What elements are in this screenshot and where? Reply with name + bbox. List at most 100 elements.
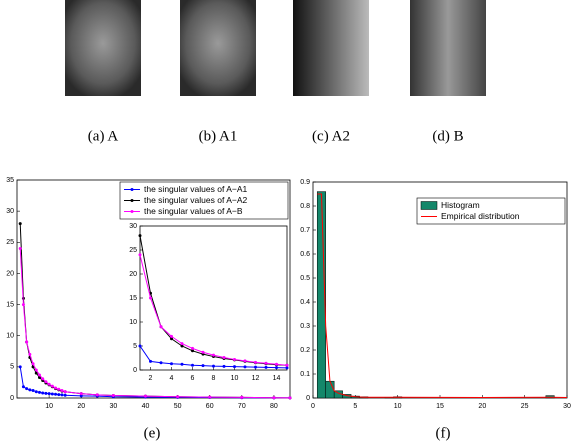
- marker: [243, 365, 247, 369]
- marker: [57, 393, 61, 397]
- histogram-bar: [325, 380, 335, 399]
- caption: (b) A1: [199, 128, 238, 144]
- y-tick-label: 30: [129, 223, 137, 230]
- marker: [41, 377, 45, 381]
- y-tick-label: 0: [306, 395, 310, 402]
- marker: [275, 366, 278, 370]
- marker: [272, 396, 276, 400]
- marker: [34, 368, 38, 372]
- legend-label: the singular values of A−A1: [144, 184, 248, 194]
- series-line: [317, 193, 568, 399]
- legend-label: the singular values of A−B: [144, 206, 243, 216]
- x-tick-label: 50: [174, 403, 182, 410]
- marker: [37, 375, 41, 379]
- marker: [201, 350, 205, 354]
- marker: [79, 392, 83, 396]
- marker: [180, 342, 184, 346]
- marker: [243, 359, 247, 363]
- marker: [44, 391, 48, 395]
- y-tick-label: 35: [6, 177, 14, 184]
- marker: [25, 387, 29, 391]
- marker: [18, 222, 22, 226]
- legend-marker: [130, 210, 134, 213]
- marker: [264, 361, 268, 365]
- marker: [233, 357, 236, 361]
- marker: [28, 388, 32, 392]
- y-tick-label: 0.8: [300, 203, 310, 210]
- marker: [31, 362, 35, 366]
- marker: [176, 395, 180, 399]
- x-tick-label: 25: [521, 403, 529, 410]
- marker: [63, 393, 67, 397]
- marker: [159, 325, 163, 329]
- legend-box: [119, 181, 289, 220]
- marker: [275, 362, 278, 366]
- marker: [149, 296, 152, 300]
- y-tick-label: 25: [129, 247, 137, 254]
- y-tick-label: 20: [6, 270, 14, 277]
- marker: [47, 382, 51, 386]
- marker: [201, 364, 205, 368]
- marker: [285, 366, 289, 370]
- marker: [54, 386, 58, 390]
- plot-area: [139, 225, 288, 371]
- y-tick-label: 0.3: [300, 323, 310, 330]
- marker: [95, 393, 99, 397]
- marker: [222, 364, 226, 368]
- y-tick-label: 5: [10, 364, 14, 371]
- x-tick-label: 6: [191, 375, 195, 382]
- x-tick-label: 70: [238, 403, 246, 410]
- y-tick-label: 15: [6, 301, 14, 308]
- legend-label: Empirical distribution: [441, 211, 520, 221]
- marker: [191, 363, 194, 367]
- marker: [170, 362, 173, 366]
- legend-marker: [130, 188, 134, 191]
- y-tick-label: 25: [6, 239, 14, 246]
- y-tick-label: 0: [10, 395, 14, 402]
- marker: [288, 396, 292, 400]
- x-tick-label: 0: [311, 403, 315, 410]
- marker: [254, 365, 257, 369]
- x-tick-label: 10: [45, 403, 53, 410]
- marker: [191, 346, 194, 350]
- x-tick-label: 2: [149, 375, 153, 382]
- marker: [212, 353, 215, 357]
- y-tick-label: 0.1: [300, 371, 310, 378]
- marker: [37, 390, 41, 394]
- x-tick-label: 60: [206, 403, 214, 410]
- marker: [159, 361, 163, 365]
- marker: [21, 385, 25, 389]
- marker: [31, 389, 35, 393]
- marker: [138, 253, 142, 257]
- x-tick-label: 30: [109, 403, 117, 410]
- x-tick-label: 5: [353, 403, 357, 410]
- y-tick-label: 15: [129, 295, 137, 302]
- marker: [34, 390, 38, 394]
- x-tick-label: 30: [563, 403, 571, 410]
- x-tick-label: 10: [231, 375, 239, 382]
- face-image: [180, 0, 256, 96]
- x-tick-label: 14: [273, 375, 281, 382]
- marker: [143, 394, 147, 398]
- marker: [191, 349, 194, 353]
- y-tick-label: 5: [133, 343, 137, 350]
- marker: [285, 363, 289, 367]
- marker: [54, 392, 58, 396]
- y-tick-label: 20: [129, 271, 137, 278]
- y-tick-label: 0.4: [300, 299, 310, 306]
- y-tick-label: 10: [6, 333, 14, 340]
- marker: [25, 340, 29, 344]
- x-tick-label: 10: [394, 403, 402, 410]
- legend-label: the singular values of A−A2: [144, 195, 248, 205]
- histogram-bar: [316, 191, 326, 399]
- y-tick-label: 0.7: [300, 227, 310, 234]
- caption: (c) A2: [312, 128, 350, 144]
- marker: [180, 362, 184, 366]
- x-tick-label: 20: [77, 403, 85, 410]
- marker: [60, 393, 64, 397]
- y-tick-label: 0.5: [300, 275, 310, 282]
- marker: [222, 356, 226, 360]
- marker: [170, 337, 173, 341]
- y-tick-label: 0.2: [300, 347, 310, 354]
